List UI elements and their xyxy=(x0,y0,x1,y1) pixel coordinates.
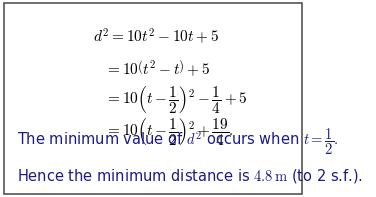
Text: $d^2 = 10t^2 - 10t + 5$: $d^2 = 10t^2 - 10t + 5$ xyxy=(92,26,219,46)
Text: $= 10\left(t^2 - t\right) + 5$: $= 10\left(t^2 - t\right) + 5$ xyxy=(105,59,210,78)
Text: $= 10\left(t - \dfrac{1}{2}\right)^2 - \dfrac{1}{4} + 5$: $= 10\left(t - \dfrac{1}{2}\right)^2 - \… xyxy=(105,85,247,116)
Text: Hence the minimum distance is $4.8\,\mathrm{m}$ (to 2 s.f.).: Hence the minimum distance is $4.8\,\mat… xyxy=(17,167,362,185)
Text: $= 10\left(t - \dfrac{1}{2}\right)^2 + \dfrac{19}{4}.$: $= 10\left(t - \dfrac{1}{2}\right)^2 + \… xyxy=(105,117,233,148)
Text: The minimum value of $d^2$ occurs when $t = \dfrac{1}{2}.$: The minimum value of $d^2$ occurs when $… xyxy=(17,126,338,156)
